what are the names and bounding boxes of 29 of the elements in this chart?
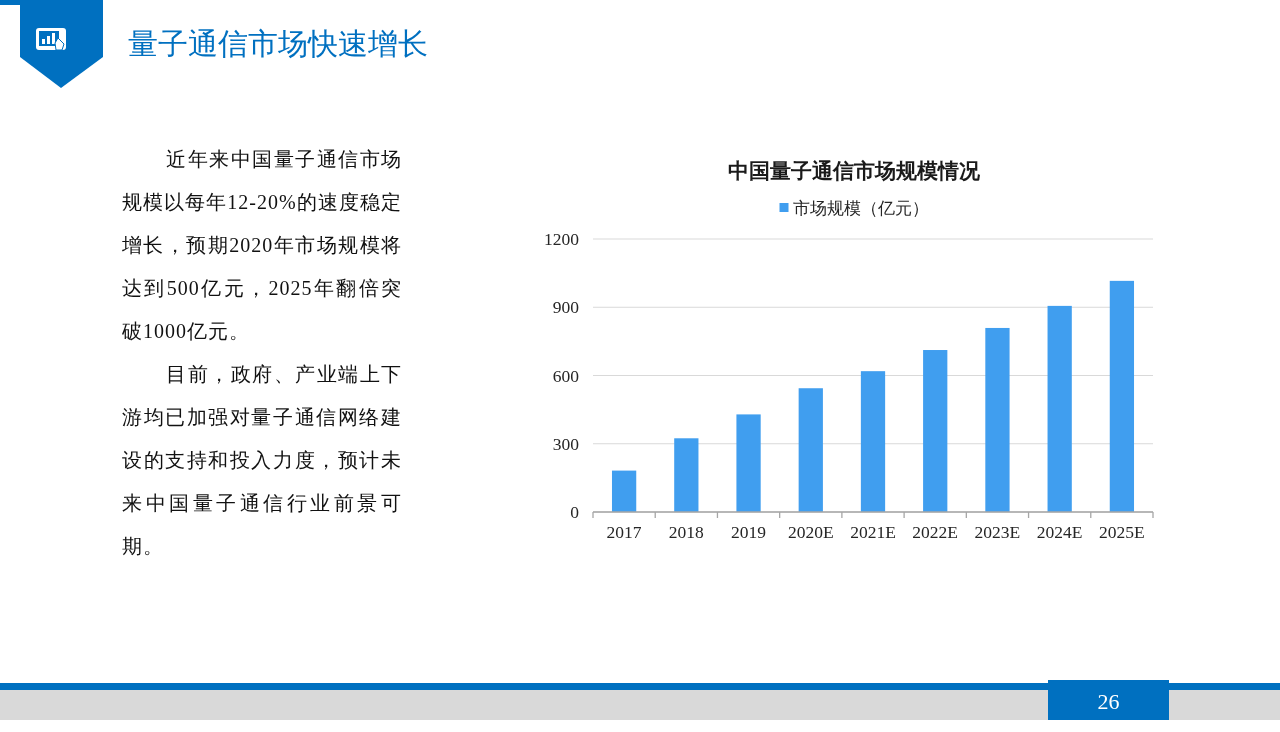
bar xyxy=(1047,305,1072,512)
x-tick-label: 2021E xyxy=(850,522,896,542)
x-tick-label: 2024E xyxy=(1036,522,1083,542)
text: 目前，政府、产业端上下游均已加强对量子通信网络建设的支持和投入力度，预计未来中国量子通信行业前景可期。 xyxy=(122,362,402,559)
text: 量子通信市场快速增长 xyxy=(128,26,428,62)
bar xyxy=(611,470,637,512)
y-tick-label: 300 xyxy=(552,433,580,454)
bar xyxy=(1109,280,1135,512)
x-tick-label: 2020E xyxy=(787,522,834,542)
bar xyxy=(736,414,761,512)
text: 近年来中国量子通信市场规模以每年12-20%的速度稳定增长，预期2020年市场规模将达到500亿元，2025年翻倍突破1000亿元。 xyxy=(122,147,402,344)
x-tick-label: 2017 xyxy=(606,522,642,542)
x-tick-label: 2022E xyxy=(912,522,959,542)
x-tick-label: 2018 xyxy=(668,522,705,542)
bar xyxy=(674,438,699,512)
y-tick-label: 600 xyxy=(552,365,580,386)
legend-label: 市场规模（亿元） xyxy=(792,198,929,218)
bar xyxy=(798,388,823,512)
x-tick-label: 2023E xyxy=(974,522,1021,542)
bar xyxy=(923,350,948,512)
text: 26 xyxy=(1096,688,1121,716)
y-tick-label: 900 xyxy=(552,297,580,318)
x-tick-label: 2025E xyxy=(1099,522,1145,542)
y-tick-label: 0 xyxy=(570,502,580,522)
bar xyxy=(985,327,1010,512)
y-tick-label: 1200 xyxy=(544,229,580,249)
bar xyxy=(860,371,886,512)
x-tick-label: 2019 xyxy=(731,522,767,542)
chart-title: 中国量子通信市场规模情况 xyxy=(728,159,981,182)
